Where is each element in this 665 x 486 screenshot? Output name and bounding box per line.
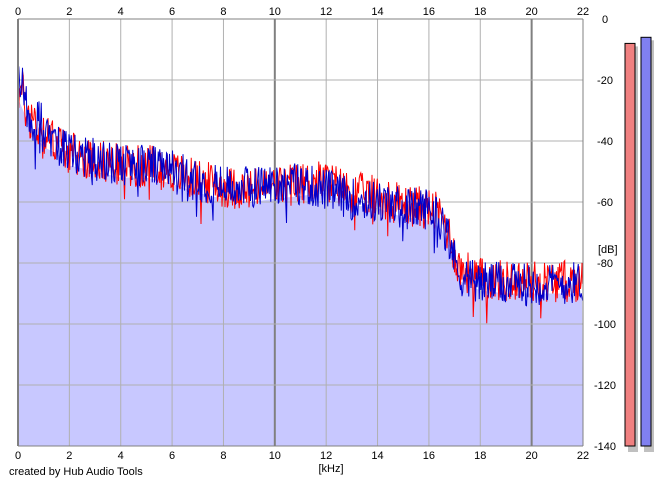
level-meter-bar [624,42,636,447]
x-tick-label-top: 2 [66,6,72,18]
x-tick-label-top: 18 [474,6,486,18]
x-tick-label-bottom: 20 [526,450,538,462]
x-tick-label-bottom: 16 [423,450,435,462]
x-tick-label-top: 8 [220,6,226,18]
x-tick-label-bottom: 14 [371,450,383,462]
x-tick-labels-bottom: 0 2 4 6 8 10 12 14 16 18 20 22 [15,450,589,462]
y-tick-label: -40 [597,136,613,148]
y-tick-label: -100 [594,319,616,331]
x-tick-label-top: 12 [320,6,332,18]
y-tick-label: -80 [597,258,613,270]
x-tick-label-bottom: 2 [66,450,72,462]
x-tick-label-top: 16 [423,6,435,18]
x-tick-label-bottom: 18 [474,450,486,462]
y-tick-labels: 0 -20 -40 -60 -80 -100 -120 -140 [594,14,616,453]
x-tick-label-bottom: 6 [169,450,175,462]
series-trace [17,66,584,307]
credit-text: created by Hub Audio Tools [9,466,143,478]
x-tick-label-top: 10 [269,6,281,18]
x-tick-label-bottom: 0 [15,450,21,462]
x-tick-labels-top: 0 2 4 6 8 10 12 14 16 18 20 22 [15,6,589,18]
x-tick-label-top: 14 [371,6,383,18]
x-tick-label-top: 22 [577,6,589,18]
spectrum-fill [18,98,583,447]
level-meters [624,36,654,453]
x-tick-label-top: 6 [169,6,175,18]
x-tick-label-bottom: 4 [118,450,124,462]
level-meter-bar [640,36,652,447]
x-tick-label-bottom: 12 [320,450,332,462]
axes [17,18,584,447]
y-tick-label: -60 [597,197,613,209]
x-tick-label-bottom: 22 [577,450,589,462]
x-tick-label-top: 0 [15,6,21,18]
y-axis-label: [dB] [598,244,618,256]
y-tick-label: -20 [597,75,613,87]
y-tick-label: -140 [594,441,616,453]
y-tick-label: -120 [594,380,616,392]
x-tick-label-top: 4 [118,6,124,18]
series-lines [17,66,584,324]
x-tick-label-top: 20 [526,6,538,18]
x-axis-label: [kHz] [318,463,343,475]
spectrum-fill-area [18,98,583,447]
x-tick-label-bottom: 8 [220,450,226,462]
y-tick-label: 0 [602,14,608,26]
x-tick-label-bottom: 10 [269,450,281,462]
